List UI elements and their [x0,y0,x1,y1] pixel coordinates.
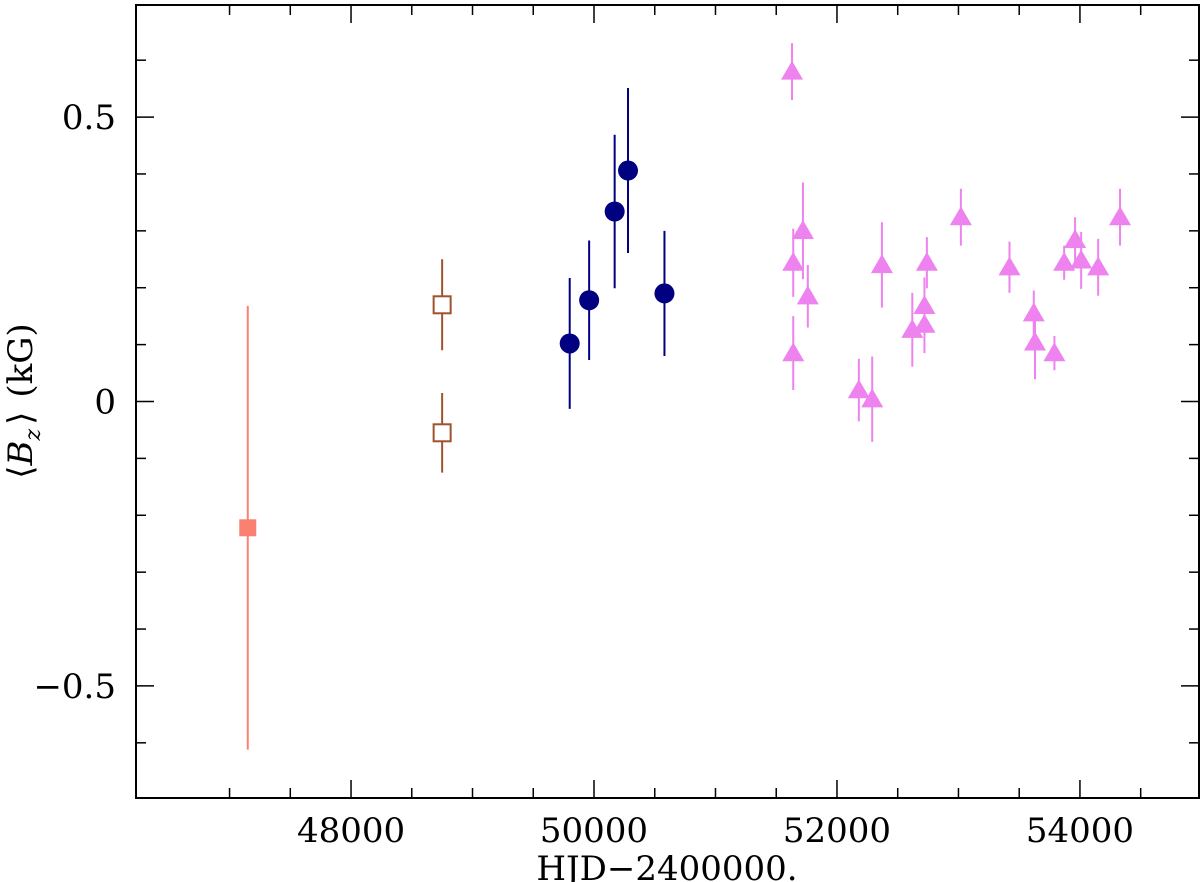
data-point-filled-square [239,519,257,537]
data-point-triangle [1109,206,1132,226]
data-point-triangle [915,251,938,271]
data-point-open-square [432,295,452,315]
svg-text:⟨Bz⟩(kG): ⟨Bz ⟩ (kG) [1,323,46,478]
x-axis-label: HJD−2400000. [536,849,797,882]
x-tick-label: 48000 [297,811,405,851]
data-point-triangle [901,319,924,338]
y-label-unit: (kG) [1,323,41,397]
data-point-triangle [1022,302,1045,322]
y-tick-label: 0.5 [62,98,116,138]
y-label-open-bracket: ⟨ [1,465,41,478]
plot-frame [135,4,1200,799]
y-axis-label: ⟨Bz ⟩ (kG) [1,323,46,478]
data-point-triangle [1070,249,1093,269]
data-point-triangle [1064,229,1087,249]
data-point-circle [618,160,639,181]
data-point-triangle [1043,342,1066,362]
data-point-triangle [870,254,893,274]
data-point-triangle [998,256,1021,276]
y-tick-label: −0.5 [33,667,116,707]
data-point-triangle [1087,256,1110,276]
data-point-circle [579,290,600,311]
data-point-triangle [791,220,814,239]
data-point-circle [654,283,675,304]
data-point-triangle [782,251,805,271]
y-label-subscript: z [21,428,46,441]
y-label-close-bracket: ⟩ [1,412,41,425]
axis-ticks [136,5,1199,798]
data-point-triangle [796,285,819,305]
data-point-triangle [1023,331,1046,351]
data-point-triangle [1053,251,1076,271]
data-point-triangle [782,342,805,362]
tick-labels: 48000 50000 52000 54000 −0.5 0 0.5 [33,98,1134,851]
data-point-open-square [432,423,452,443]
data-layer [239,43,1132,750]
data-point-circle [559,333,580,354]
data-point-triangle [913,313,936,333]
x-tick-label: 50000 [540,811,648,851]
data-point-triangle [949,206,972,226]
data-point-triangle [861,388,884,408]
x-tick-label: 52000 [783,811,891,851]
x-tick-label: 54000 [1026,811,1134,851]
data-point-triangle [781,60,804,80]
data-point-circle [604,201,625,222]
data-point-triangle [847,379,870,399]
y-tick-label: 0 [94,383,116,423]
y-label-variable: B [1,440,41,466]
